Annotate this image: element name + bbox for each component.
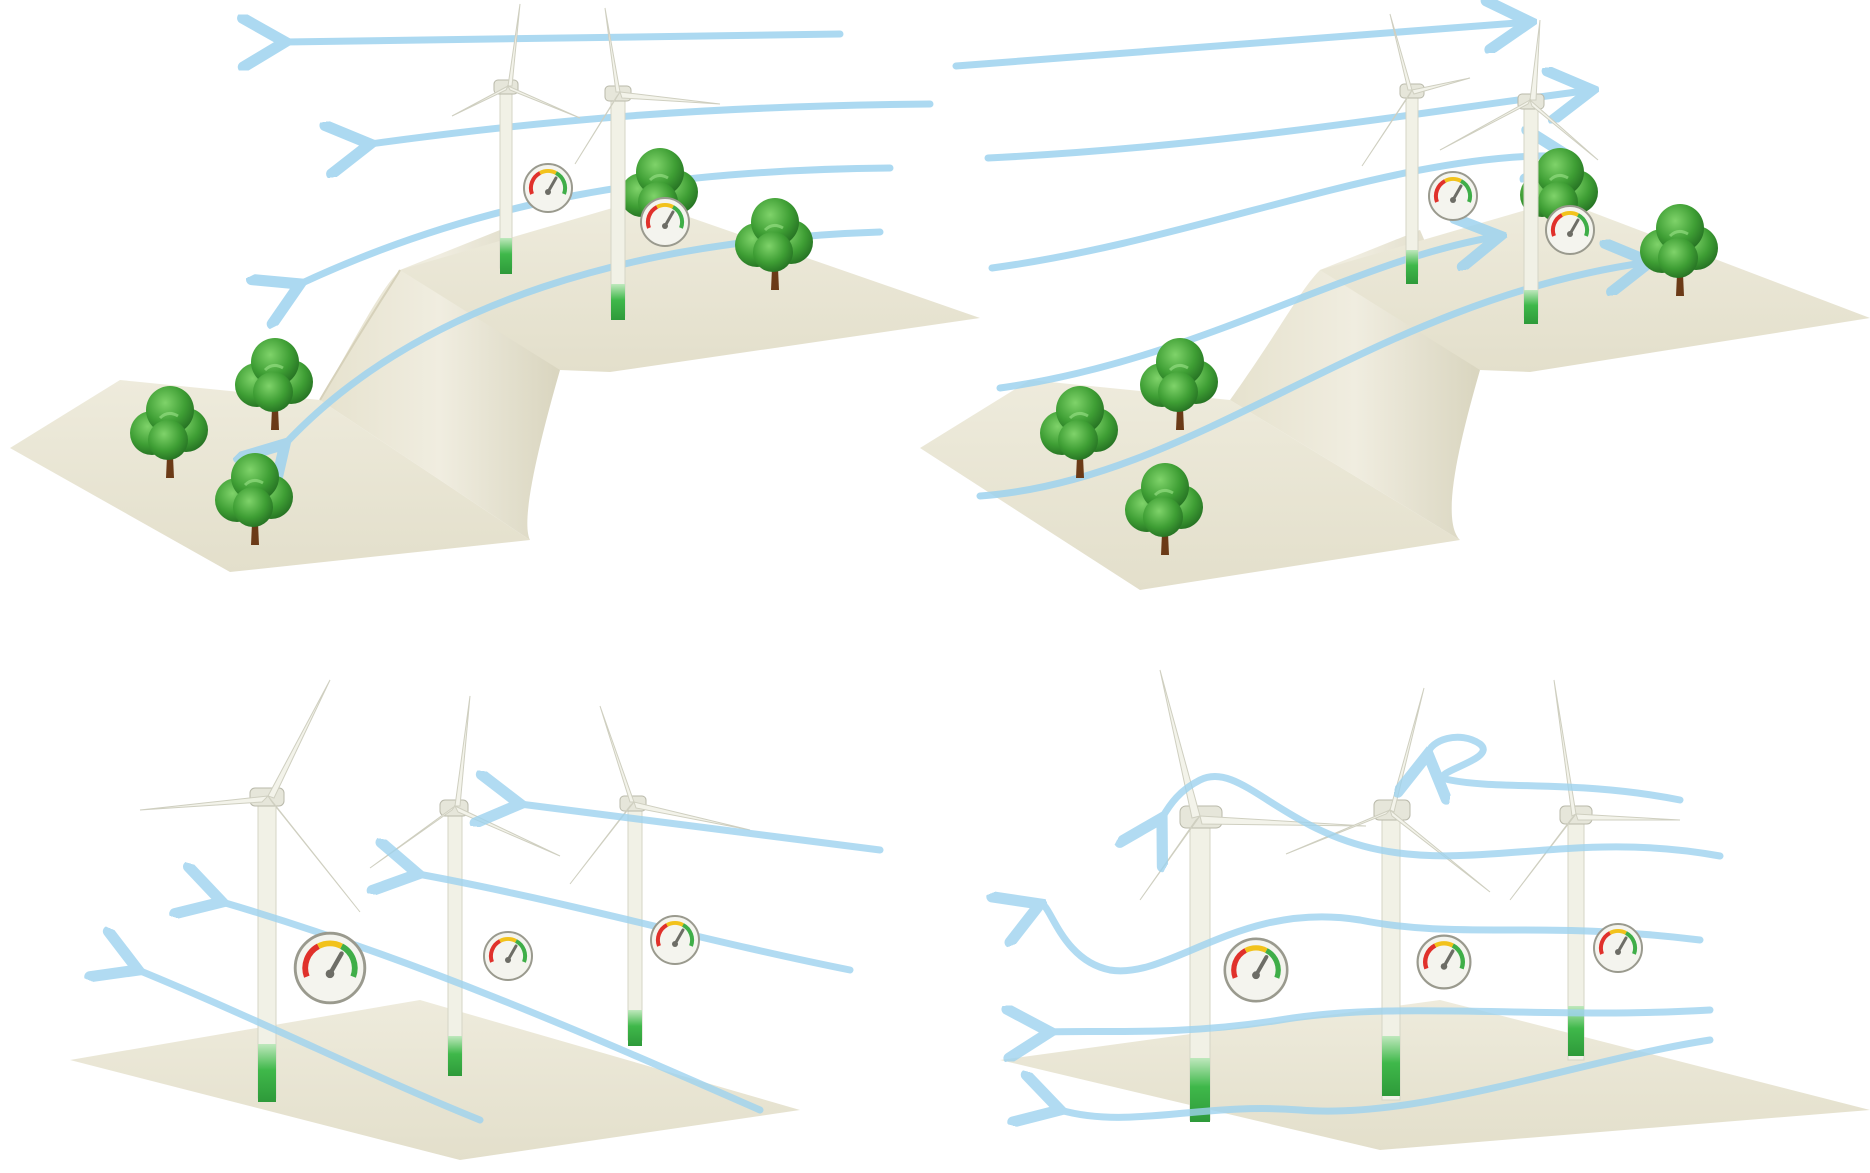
wind-arrows [138,804,884,1124]
terrain-ridge [10,200,980,572]
gauge-left [1427,170,1479,222]
turbine-3 [569,705,751,1046]
gauge-1 [1225,939,1287,1001]
gauge-right [639,196,691,248]
turbine-1 [139,679,361,1102]
terrain-flat [1000,1000,1870,1150]
gauge-2 [1418,936,1471,989]
turbine-3 [1509,679,1681,1061]
wind-arrows [1040,733,1724,1117]
panel-flat-laminar-flow [0,640,884,1173]
turbine-left [451,3,581,274]
turbine-1 [1139,669,1367,1122]
turbine-right [574,7,721,320]
turbine-right [1439,19,1599,324]
panel-hill-reverse-flow [0,0,980,600]
gauge-2 [482,930,534,982]
gauge-3 [649,914,701,966]
panel-hill-smooth-flow [900,0,1870,600]
gauge-1 [295,933,365,1003]
panel-flat-turbulent-flow [980,640,1870,1173]
gauge-3 [1592,922,1644,974]
terrain-flat [70,1000,800,1160]
gauge-left [522,162,574,214]
turbine-left [1361,13,1471,284]
gauge-right [1544,204,1596,256]
